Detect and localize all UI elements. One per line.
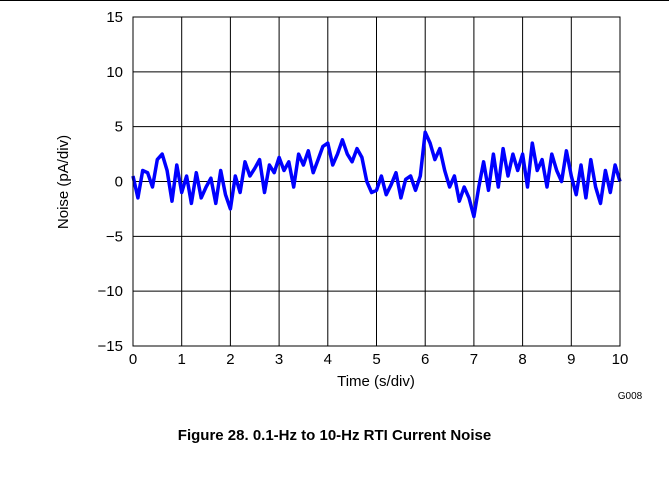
x-tick-label: 6 [421,351,429,368]
x-axis-label: Time (s/div) [337,373,415,390]
y-tick-label: −10 [98,283,123,300]
figure-caption: Figure 28. 0.1-Hz to 10-Hz RTI Current N… [177,427,492,444]
x-tick-label: 7 [470,351,478,368]
x-tick-label: 5 [372,351,380,368]
top-rule [0,0,669,1]
x-tick-label: 0 [129,351,137,368]
x-tick-label: 3 [275,351,283,368]
y-tick-label: −5 [106,228,123,245]
noise-series-line [131,130,622,219]
x-tick-label: 10 [612,351,629,368]
y-tick-label: 15 [106,9,123,26]
x-tick-label: 1 [178,351,186,368]
y-tick-label: 10 [106,64,123,81]
x-tick-label: 4 [324,351,332,368]
y-tick-labels: 15 10 5 0 −5 −10 −15 [98,9,123,355]
x-tick-label: 2 [226,351,234,368]
chart-grid [133,17,620,346]
y-tick-label: −15 [98,338,123,355]
x-tick-label: 9 [567,351,575,368]
graph-id: G008 [618,391,643,402]
noise-chart: 15 10 5 0 −5 −10 −15 0 1 2 3 4 5 6 7 8 9 10 Time (s/div)… [55,9,643,402]
y-tick-label: 0 [115,174,123,191]
chart-series [131,130,622,219]
y-tick-label: 5 [115,119,123,136]
plot-frame [132,16,621,347]
x-tick-label: 8 [518,351,526,368]
y-axis-label: Noise (pA/div) [55,135,72,229]
x-tick-labels: 0 1 2 3 4 5 6 7 8 9 10 [129,351,629,368]
